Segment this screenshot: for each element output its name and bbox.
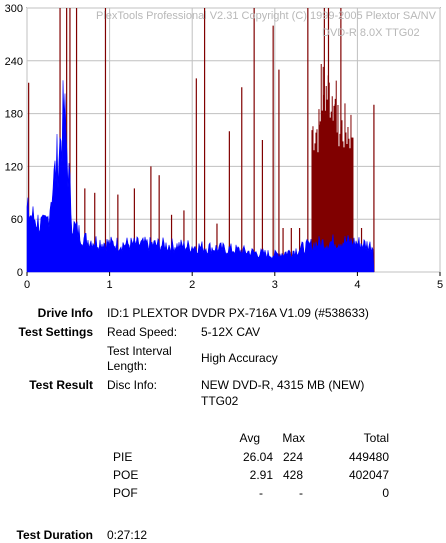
total-header: Total [363,431,389,445]
x-tick-label: 1 [107,279,113,291]
x-axis: 0 1 2 3 4 5 [24,272,443,291]
disc-info-value-1: NEW DVD-R, 4315 MB (NEW) [201,378,365,392]
y-tick-label: 240 [5,56,23,68]
read-speed-label: Read Speed: [107,325,178,339]
read-speed-value: 5-12X CAV [201,325,261,339]
test-interval-label-1: Test Interval [107,344,172,358]
x-tick-label: 0 [24,279,30,291]
x-tick-label: 4 [354,279,360,291]
test-interval-label-2: Length: [107,359,148,373]
chart-svg: 0 60 120 180 240 300 0 1 2 3 4 5 PlexTools Profess… [5,3,443,291]
y-tick-label: 120 [5,161,23,173]
y-tick-label: 0 [17,267,23,279]
disc-info-value-2: TTG02 [201,394,239,408]
avg-header: Avg [239,431,260,445]
plot-area [26,7,441,273]
y-tick-label: 180 [5,109,23,121]
test-duration-value: 0:27:12 [107,528,148,542]
max-header: Max [282,431,305,445]
pie-area [26,80,375,273]
stat-name: POF [113,486,138,500]
stat-total: 402047 [348,468,389,482]
drive-info-value: ID:1 PLEXTOR DVDR PX-716A V1.09 (#538633… [107,306,369,320]
stat-avg: - [259,486,263,500]
stat-name: POE [113,468,139,482]
watermark-line-1: PlexTools Professional V2.31 Copyright (… [96,10,437,22]
y-axis: 0 60 120 180 240 300 [5,3,23,279]
y-tick-label: 300 [5,3,23,15]
stat-max: 428 [282,468,303,482]
stat-name: PIE [113,450,133,464]
x-tick-label: 5 [437,279,443,291]
stat-max: - [299,486,303,500]
pie-series [26,80,375,273]
test-result-label: Test Result [29,378,93,392]
drive-info-label: Drive Info [37,306,93,320]
y-tick-label: 60 [11,214,23,226]
stat-max: 224 [282,450,303,464]
stat-total: 0 [382,486,389,500]
poe-series [28,8,375,272]
test-interval-value: High Accuracy [201,351,278,365]
x-tick-label: 3 [272,279,278,291]
stat-avg: 2.91 [249,468,273,482]
stat-avg: 26.04 [242,450,273,464]
disc-info-label: Disc Info: [107,378,158,392]
stat-total: 449480 [348,450,389,464]
watermark-line-2: DVD-R 8.0X TTG02 [322,27,420,39]
test-settings-label: Test Settings [18,325,93,339]
scan-chart: 0 60 120 180 240 300 0 1 2 3 4 5 PlexTools Profess… [5,3,443,291]
x-tick-label: 2 [189,279,195,291]
grid [26,7,441,273]
test-duration-label: Test Duration [16,528,93,542]
poe-dense-block [319,64,337,272]
